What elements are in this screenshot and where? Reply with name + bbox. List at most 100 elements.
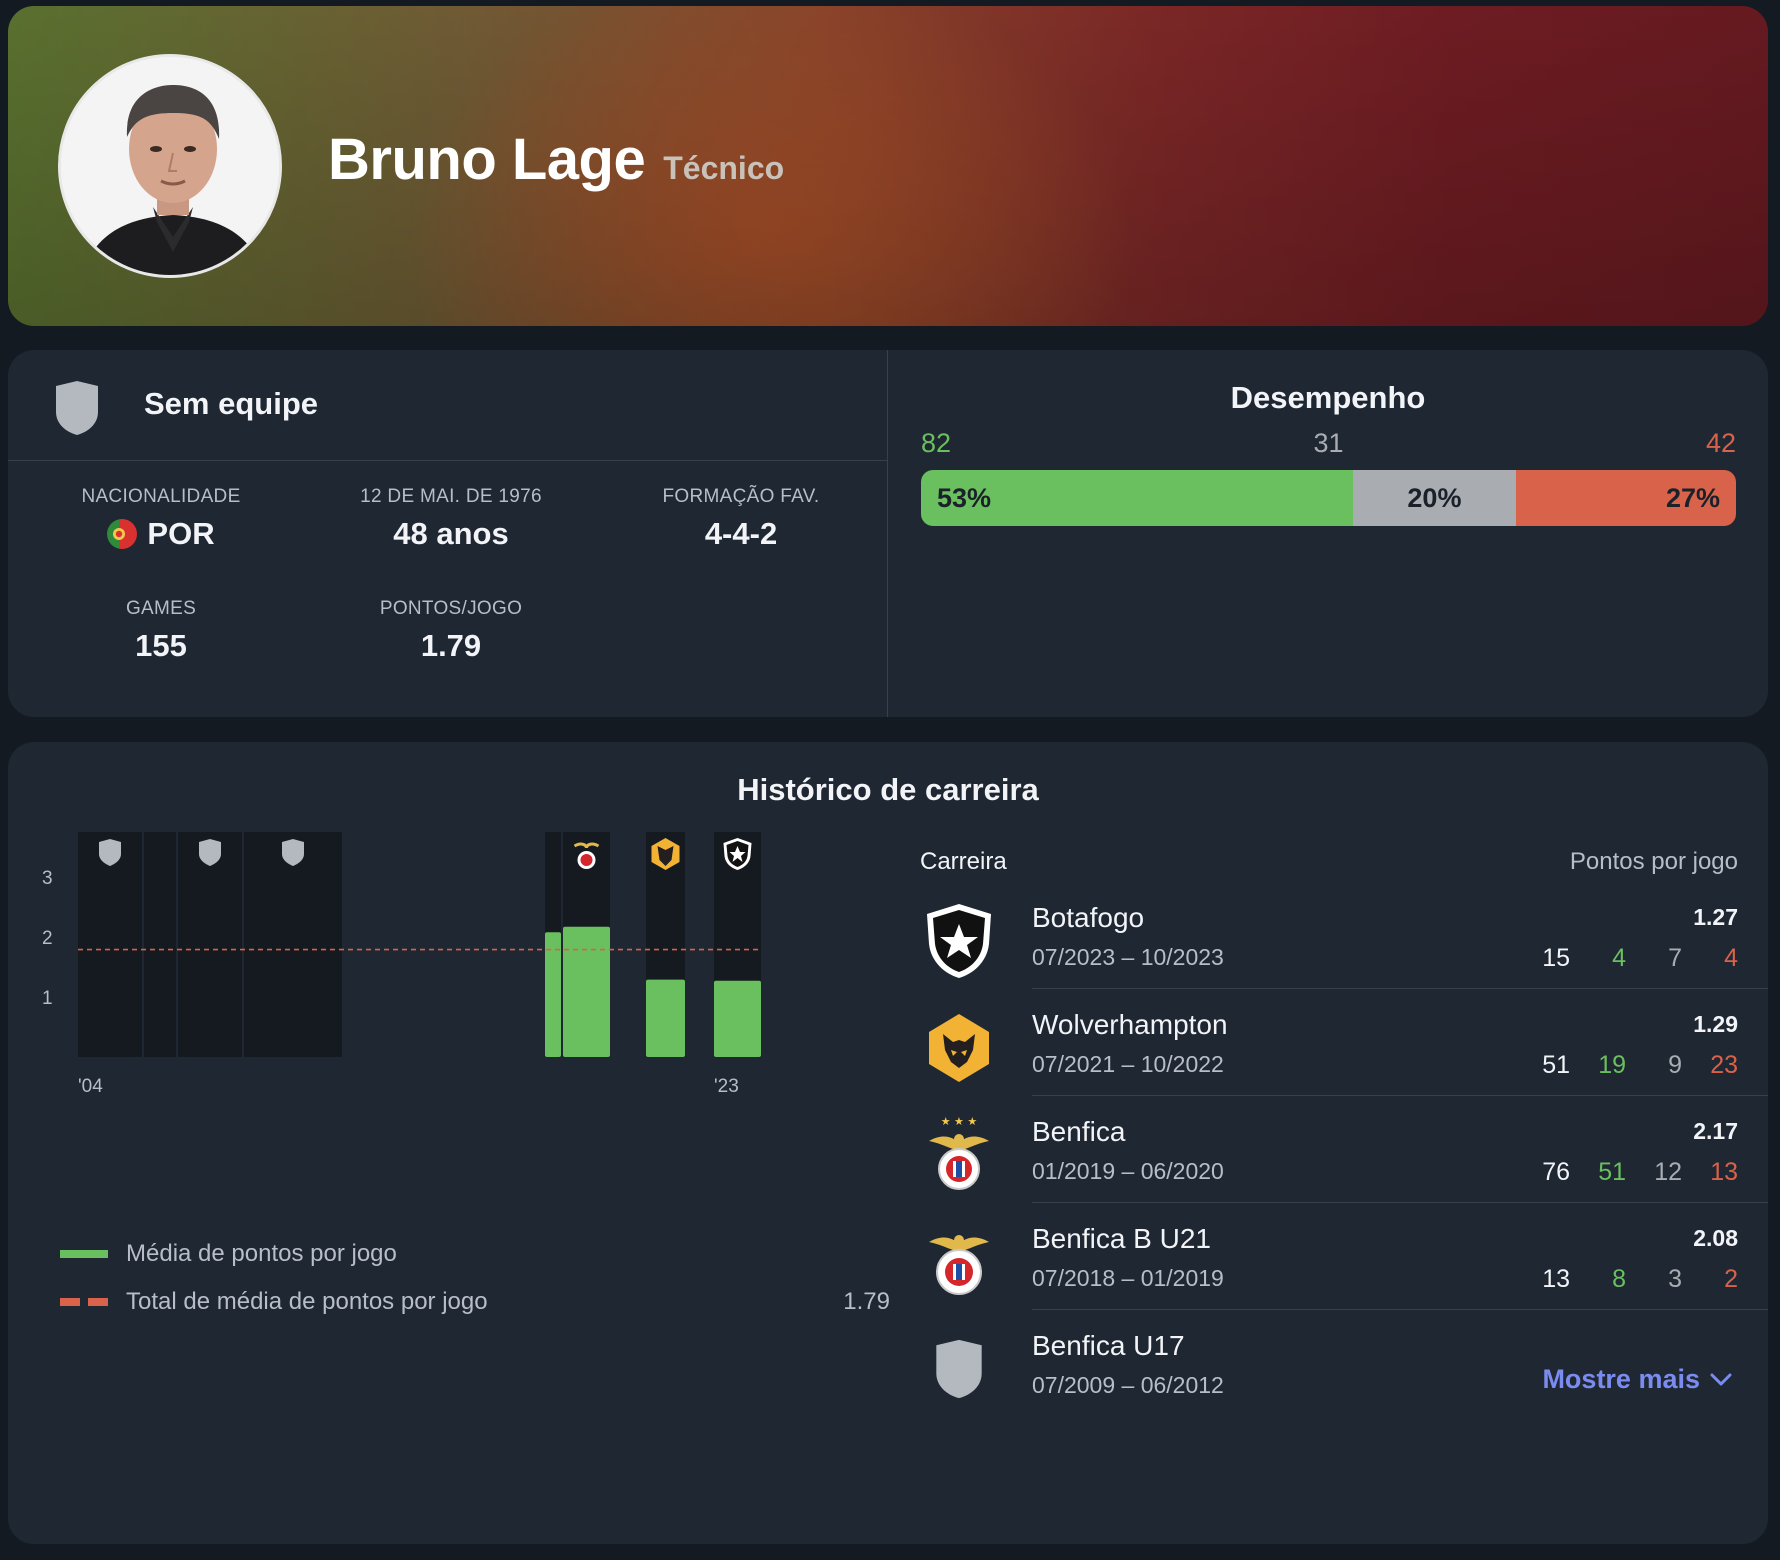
stat-label: PONTOS/JOGO — [379, 598, 523, 619]
career-item[interactable]: Wolverhampton 07/2021 – 10/2022 1.29 51 … — [920, 989, 1768, 1096]
draws: 3 — [1668, 1265, 1682, 1293]
stat-value: 4-4-2 — [704, 516, 778, 551]
coach-role: Técnico — [663, 150, 785, 186]
team-name: Sem equipe — [144, 386, 318, 421]
legend-swatch-dashed — [60, 1298, 108, 1306]
club-record: 15 4 7 4 — [1514, 944, 1738, 973]
botafogo-crest-icon — [920, 900, 998, 982]
games: 13 — [1542, 1265, 1570, 1293]
divider — [1032, 1095, 1768, 1096]
club-name: Benfica B U21 — [1032, 1223, 1211, 1254]
stat-formation: FORMAÇÃO FAV. 4-4-2 — [596, 486, 886, 552]
divider — [1032, 1202, 1768, 1203]
shield-icon — [99, 839, 121, 866]
career-item[interactable]: Botafogo 07/2023 – 10/2023 1.27 15 4 7 4 — [920, 882, 1768, 989]
stat-label: 12 DE MAI. DE 1976 — [360, 486, 542, 507]
performance-title: Desempenho — [1230, 380, 1426, 415]
shield-icon — [920, 1328, 998, 1410]
stat-value: 48 anos — [393, 516, 509, 551]
chart-column — [144, 832, 176, 1057]
career-item[interactable]: Benfica U17 07/2009 – 06/2012 — [920, 1310, 1768, 1417]
club-name: Wolverhampton — [1032, 1009, 1228, 1040]
botafogo-crest-icon — [729, 846, 746, 862]
avatar — [58, 54, 282, 278]
wins-count: 82 — [921, 428, 952, 458]
current-team[interactable]: Sem equipe — [8, 350, 888, 461]
stat-games: GAMES 155 — [16, 598, 306, 664]
draws: 9 — [1668, 1051, 1682, 1079]
stat-label: GAMES — [125, 598, 197, 619]
club-name: Benfica U17 — [1032, 1330, 1185, 1361]
profile-title: Bruno Lage Técnico — [328, 126, 784, 193]
career-card: Histórico de carreira 1 2 3'04'23 Média de… — [8, 742, 1768, 1544]
career-list-right-title: Pontos por jogo — [1569, 848, 1738, 875]
draws-segment: 20% — [1352, 470, 1516, 526]
draws: 7 — [1668, 944, 1682, 972]
draws-pct: 20% — [1407, 482, 1462, 513]
benfica-crest-icon — [573, 842, 600, 849]
losses: 2 — [1724, 1265, 1738, 1293]
stat-value: POR — [147, 516, 215, 551]
stat-label: FORMAÇÃO FAV. — [662, 486, 820, 507]
club-ppg: 2.17 — [1693, 1118, 1738, 1144]
shield-icon — [56, 381, 98, 435]
chart-column — [78, 832, 142, 1057]
losses-segment: 27% — [1515, 470, 1736, 526]
wins-pct: 53% — [937, 482, 992, 513]
career-item[interactable]: ★ ★ ★ Benfica 01/2019 – 06/2020 2.17 76 … — [920, 1096, 1768, 1203]
losses-pct: 27% — [1665, 482, 1720, 513]
draws-count: 31 — [1313, 428, 1344, 458]
losses: 4 — [1724, 944, 1738, 972]
wins: 51 — [1598, 1158, 1626, 1186]
benfica-crest-icon: ★ ★ ★ — [920, 1114, 998, 1196]
info-card: Sem equipe NACIONALIDADE POR 12 DE MAI. … — [8, 350, 1768, 717]
club-name: Benfica — [1032, 1116, 1126, 1147]
show-more-label: Mostre mais — [1542, 1364, 1700, 1394]
club-ppg: 1.29 — [1693, 1011, 1738, 1037]
coach-name: Bruno Lage — [328, 127, 646, 192]
career-list-header: Carreira Pontos por jogo — [920, 842, 1768, 882]
divider — [1032, 1309, 1768, 1310]
show-more-button[interactable]: Mostre mais — [1542, 1364, 1732, 1395]
chart-bar — [563, 926, 610, 1057]
club-name: Botafogo — [1032, 902, 1145, 933]
chart-bar — [545, 932, 561, 1057]
stat-label: NACIONALIDADE — [81, 486, 241, 507]
chart-legend: Média de pontos por jogo Total de média … — [60, 1230, 890, 1326]
svg-text:★ ★ ★: ★ ★ ★ — [941, 1115, 978, 1128]
career-list: Carreira Pontos por jogo Botafogo 07/202… — [920, 842, 1768, 1417]
y-tick-label: 1 — [42, 988, 53, 1009]
stat-points-per-game: PONTOS/JOGO 1.79 — [306, 598, 596, 664]
chart-bar — [714, 980, 761, 1057]
club-record: 76 51 12 13 — [1514, 1158, 1738, 1187]
career-item[interactable]: Benfica B U21 07/2018 – 01/2019 2.08 13 … — [920, 1203, 1768, 1310]
career-chart-svg: 1 2 3 '04 '23 — [42, 832, 761, 1097]
losses: 13 — [1710, 1158, 1738, 1186]
x-start-label: '04 — [78, 1076, 103, 1097]
wolves-crest-icon — [920, 1007, 998, 1089]
club-dates: 07/2018 – 01/2019 — [1032, 1265, 1224, 1291]
wins: 4 — [1612, 944, 1626, 972]
club-dates: 07/2009 – 06/2012 — [1032, 1372, 1224, 1398]
stat-value-row: POR — [16, 516, 306, 552]
benfica-crest-icon — [920, 1221, 998, 1303]
club-ppg: 1.27 — [1693, 904, 1738, 930]
losses-count: 42 — [1705, 428, 1736, 458]
wins-segment: 53% — [921, 470, 1353, 526]
legend-swatch-bar — [60, 1250, 108, 1258]
benfica-crest-icon — [580, 854, 593, 866]
legend-value: 1.79 — [843, 1288, 890, 1315]
games: 15 — [1542, 944, 1570, 972]
header-shade — [8, 6, 1768, 326]
performance-counts: 82 31 42 — [921, 428, 1736, 462]
stat-value: 1.79 — [420, 628, 482, 663]
shield-icon — [199, 839, 221, 866]
chart-column — [178, 832, 242, 1057]
y-tick-label: 2 — [42, 928, 53, 949]
person-photo-icon — [61, 57, 279, 275]
chart-column — [244, 832, 342, 1057]
portugal-flag-icon — [107, 519, 138, 549]
losses: 23 — [1710, 1051, 1738, 1079]
career-title: Histórico de carreira — [737, 772, 1039, 807]
legend-label: Total de média de pontos por jogo — [126, 1288, 488, 1315]
